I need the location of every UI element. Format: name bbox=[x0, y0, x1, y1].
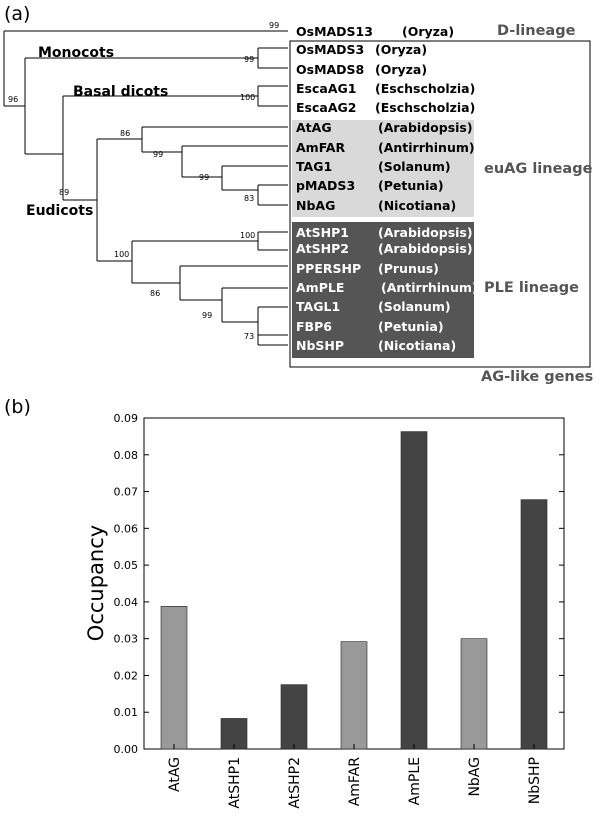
bootstrap-values: 99 96 99 100 89 86 99 99 83 100 100 86 9… bbox=[8, 21, 279, 341]
leaf-species: (Arabidopsis) bbox=[378, 225, 473, 240]
bootstrap-value: 83 bbox=[244, 194, 254, 203]
bootstrap-value: 100 bbox=[240, 231, 255, 240]
leaf-species: (Nicotiana) bbox=[378, 198, 456, 213]
basal-dicots-label: Basal dicots bbox=[73, 84, 168, 100]
panel-b-label: (b) bbox=[4, 396, 31, 418]
eudicots-label: Eudicots bbox=[26, 203, 93, 219]
x-tick-label: NbSHP bbox=[527, 757, 543, 804]
euag-lineage-label: euAG lineage bbox=[484, 161, 593, 177]
leaf-gene: NbSHP bbox=[296, 338, 344, 353]
bar bbox=[460, 638, 488, 750]
leaf-gene: EscaAG2 bbox=[296, 100, 356, 115]
y-tick-label: 0.06 bbox=[114, 522, 139, 535]
ple-lineage-label: PLE lineage bbox=[484, 280, 579, 296]
bootstrap-value: 100 bbox=[114, 250, 129, 259]
ple-box bbox=[292, 222, 474, 358]
euag-box bbox=[292, 120, 474, 217]
leaf-species: (Solanum) bbox=[378, 299, 451, 314]
leaf-gene: TAG1 bbox=[296, 159, 332, 174]
bar bbox=[160, 606, 188, 750]
x-axis: AtAG AtSHP1 AtSHP2 AmFAR AmPLE NbAG NbSHP bbox=[167, 744, 543, 809]
leaf-species: (Arabidopsis) bbox=[378, 241, 473, 256]
leaf-species: (Eschscholzia) bbox=[375, 81, 475, 96]
x-tick-label: AtAG bbox=[167, 757, 183, 792]
x-tick-label: AtSHP1 bbox=[227, 757, 243, 809]
bar bbox=[280, 684, 308, 750]
leaf-species: (Antirrhinum) bbox=[381, 280, 478, 295]
outgroup-gene: OsMADS13 bbox=[296, 24, 373, 39]
leaf-gene: FBP6 bbox=[296, 319, 332, 334]
bars bbox=[160, 431, 548, 750]
bootstrap-value: 99 bbox=[244, 55, 254, 64]
leaf-species: (Nicotiana) bbox=[378, 338, 456, 353]
bootstrap-value: 96 bbox=[8, 95, 18, 104]
bar bbox=[340, 641, 368, 750]
y-tick-label: 0.09 bbox=[114, 412, 139, 425]
leaf-species: (Oryza) bbox=[375, 62, 427, 77]
bootstrap-value: 86 bbox=[120, 129, 130, 138]
y-tick-label: 0.04 bbox=[114, 596, 139, 609]
bootstrap-value: 99 bbox=[269, 21, 279, 30]
y-tick-label: 0.01 bbox=[114, 706, 139, 719]
ag-like-box bbox=[289, 40, 591, 368]
outgroup-species: (Oryza) bbox=[402, 24, 454, 39]
x-tick-label: AtSHP2 bbox=[287, 757, 303, 809]
y-tick-label: 0.03 bbox=[114, 633, 139, 646]
leaf-species: (Oryza) bbox=[375, 42, 427, 57]
x-tick-label: AmFAR bbox=[347, 757, 363, 807]
y-tick-label: 0.08 bbox=[114, 449, 139, 462]
leaf-gene: OsMADS3 bbox=[296, 42, 364, 57]
monocots-label: Monocots bbox=[38, 45, 114, 61]
leaf-species: (Eschscholzia) bbox=[375, 100, 475, 115]
bootstrap-value: 99 bbox=[202, 311, 212, 320]
leaf-species: (Petunia) bbox=[378, 319, 444, 334]
bar bbox=[520, 499, 548, 750]
tree-branches bbox=[3, 30, 288, 346]
leaf-labels: OsMADS3 (Oryza) OsMADS8 (Oryza) EscaAG1 … bbox=[296, 42, 478, 353]
leaf-gene: AmFAR bbox=[296, 140, 345, 155]
x-tick-label: AmPLE bbox=[407, 757, 423, 805]
leaf-species: (Antirrhinum) bbox=[378, 140, 475, 155]
leaf-species: (Arabidopsis) bbox=[378, 120, 473, 135]
y-tick-label: 0.02 bbox=[114, 669, 139, 682]
leaf-gene: PPERSHP bbox=[296, 261, 361, 276]
leaf-gene: OsMADS8 bbox=[296, 62, 364, 77]
leaf-gene: AmPLE bbox=[296, 280, 344, 295]
leaf-gene: AtAG bbox=[296, 120, 332, 135]
y-axis: 0.00 0.01 0.02 0.03 0.04 0.05 0.06 0.07 0.08 0.09 bbox=[114, 412, 564, 756]
y-tick-label: 0.00 bbox=[114, 743, 139, 756]
ag-like-label: AG-like genes bbox=[481, 369, 593, 385]
y-tick-label: 0.05 bbox=[114, 559, 139, 572]
leaf-gene: pMADS3 bbox=[296, 178, 355, 193]
panel-a-label: (a) bbox=[4, 3, 30, 25]
bootstrap-value: 86 bbox=[150, 289, 160, 298]
y-axis-label: Occupancy bbox=[84, 525, 108, 641]
bootstrap-value: 89 bbox=[59, 188, 69, 197]
d-lineage-label: D-lineage bbox=[497, 23, 576, 39]
x-tick-label: NbAG bbox=[467, 757, 483, 797]
bootstrap-value: 100 bbox=[240, 93, 255, 102]
leaf-gene: TAGL1 bbox=[296, 299, 340, 314]
leaf-gene: AtSHP2 bbox=[296, 241, 349, 256]
y-tick-label: 0.07 bbox=[114, 486, 139, 499]
leaf-species: (Solanum) bbox=[378, 159, 451, 174]
leaf-gene: EscaAG1 bbox=[296, 81, 356, 96]
leaf-gene: AtSHP1 bbox=[296, 225, 349, 240]
leaf-species: (Prunus) bbox=[378, 261, 439, 276]
bootstrap-value: 99 bbox=[153, 150, 163, 159]
leaf-species: (Petunia) bbox=[378, 178, 444, 193]
bar bbox=[400, 431, 428, 750]
bootstrap-value: 99 bbox=[199, 173, 209, 182]
bar bbox=[220, 718, 248, 750]
leaf-gene: NbAG bbox=[296, 198, 335, 213]
bootstrap-value: 73 bbox=[244, 332, 254, 341]
